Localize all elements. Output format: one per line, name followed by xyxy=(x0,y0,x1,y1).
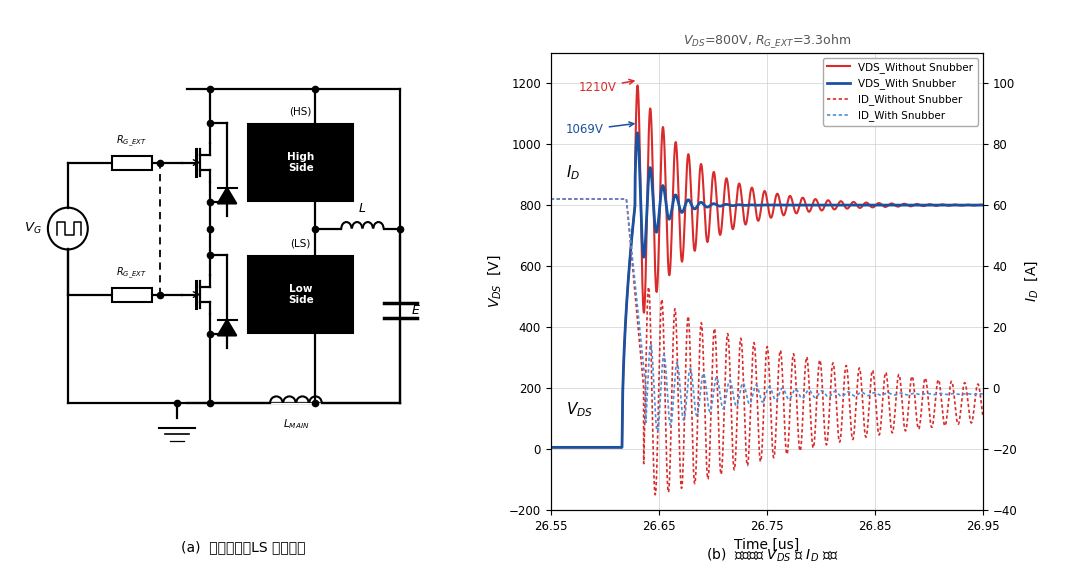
Line: VDS_With Snubber: VDS_With Snubber xyxy=(551,133,983,447)
VDS_Without Snubber xyxy=(859,200,872,207)
Text: $V_{DS}$: $V_{DS}$ xyxy=(566,400,593,418)
ID_With Snubber xyxy=(726,386,739,393)
VDS_With Snubber xyxy=(942,202,955,209)
ID_Without Snubber xyxy=(942,401,955,408)
Text: 1069V: 1069V xyxy=(566,122,634,137)
VDS_Without Snubber xyxy=(631,82,644,89)
Bar xyxy=(248,256,353,333)
Text: Low
Side: Low Side xyxy=(287,284,313,305)
VDS_With Snubber xyxy=(729,202,742,209)
ID_With Snubber xyxy=(859,390,872,397)
Bar xyxy=(112,155,152,169)
Text: $E$: $E$ xyxy=(410,304,421,317)
Title: $V_{DS}$=800V, $R_{G\_EXT}$=3.3ohm: $V_{DS}$=800V, $R_{G\_EXT}$=3.3ohm xyxy=(683,33,851,50)
Text: $R_{G\_EXT}$: $R_{G\_EXT}$ xyxy=(117,265,148,281)
VDS_With Snubber xyxy=(544,444,557,451)
Text: $V_G$: $V_G$ xyxy=(24,221,42,236)
VDS_Without Snubber xyxy=(544,444,557,451)
ID_Without Snubber xyxy=(544,196,557,203)
Text: (LS): (LS) xyxy=(291,239,311,248)
ID_Without Snubber xyxy=(649,491,662,498)
ID_Without Snubber xyxy=(750,369,762,376)
Line: ID_With Snubber: ID_With Snubber xyxy=(551,199,983,431)
VDS_With Snubber xyxy=(631,130,644,137)
VDS_Without Snubber xyxy=(726,225,739,232)
X-axis label: Time [us]: Time [us] xyxy=(734,538,799,552)
Y-axis label: $V_{DS}$  [V]: $V_{DS}$ [V] xyxy=(487,254,503,308)
VDS_With Snubber xyxy=(963,202,976,209)
VDS_Without Snubber xyxy=(750,209,762,216)
Text: $L_{MAIN}$: $L_{MAIN}$ xyxy=(283,417,309,431)
Line: ID_Without Snubber: ID_Without Snubber xyxy=(551,199,983,495)
Polygon shape xyxy=(217,188,237,204)
Text: (HS): (HS) xyxy=(289,107,312,117)
ID_With Snubber xyxy=(976,390,989,397)
Bar xyxy=(112,288,152,302)
Line: VDS_Without Snubber: VDS_Without Snubber xyxy=(551,86,983,447)
ID_With Snubber xyxy=(750,381,762,389)
Text: $L$: $L$ xyxy=(359,202,366,214)
Text: High
Side: High Side xyxy=(287,152,314,173)
Legend: VDS_Without Snubber, VDS_With Snubber, ID_Without Snubber, ID_With Snubber: VDS_Without Snubber, VDS_With Snubber, I… xyxy=(823,58,977,125)
Y-axis label: $I_D$  [A]: $I_D$ [A] xyxy=(1023,260,1040,302)
ID_With Snubber xyxy=(963,390,976,397)
ID_With Snubber xyxy=(729,402,742,409)
VDS_Without Snubber xyxy=(942,202,955,209)
ID_Without Snubber xyxy=(729,448,742,455)
Text: (a)  测量电路（LS 侧开关）: (a) 测量电路（LS 侧开关） xyxy=(180,540,306,554)
Text: $R_{G\_EXT}$: $R_{G\_EXT}$ xyxy=(117,134,148,149)
VDS_With Snubber xyxy=(976,202,989,209)
ID_Without Snubber xyxy=(859,428,872,435)
ID_With Snubber xyxy=(651,428,664,435)
ID_Without Snubber xyxy=(726,442,739,449)
VDS_Without Snubber xyxy=(976,202,989,209)
VDS_With Snubber xyxy=(750,202,762,209)
Bar xyxy=(248,124,353,201)
VDS_Without Snubber xyxy=(963,201,976,208)
ID_Without Snubber xyxy=(963,413,976,420)
ID_With Snubber xyxy=(544,196,557,203)
VDS_Without Snubber xyxy=(729,204,742,211)
VDS_With Snubber xyxy=(726,202,739,209)
VDS_With Snubber xyxy=(859,202,872,209)
Text: 1210V: 1210V xyxy=(579,80,634,94)
ID_Without Snubber xyxy=(976,413,989,420)
Text: (b)  关断时的 $V_{DS}$ 和 $I_D$ 波形: (b) 关断时的 $V_{DS}$ 和 $I_D$ 波形 xyxy=(706,547,838,564)
ID_With Snubber xyxy=(942,391,955,398)
Text: $I_D$: $I_D$ xyxy=(566,163,580,182)
Polygon shape xyxy=(217,320,237,336)
